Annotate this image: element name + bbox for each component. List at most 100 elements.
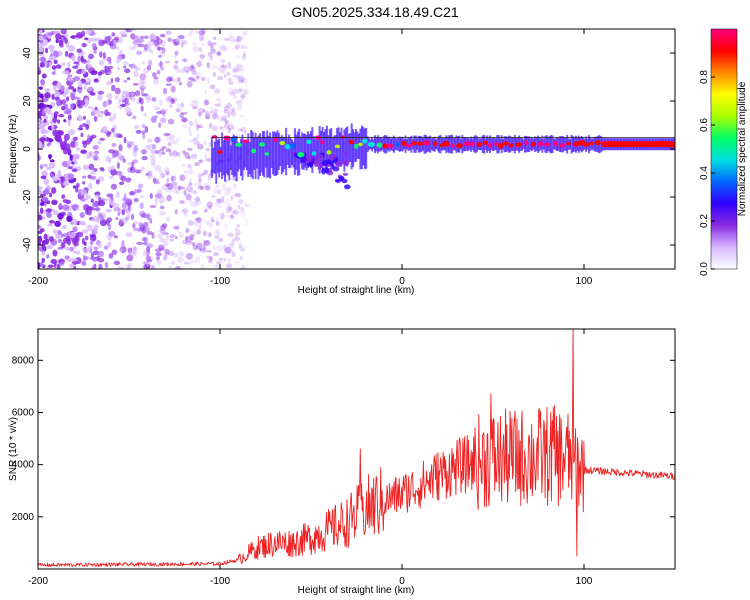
noise-point: [189, 121, 193, 127]
noise-point: [60, 233, 64, 238]
noise-point: [106, 208, 111, 213]
noise-point: [224, 118, 228, 124]
noise-point: [192, 244, 199, 251]
colorbar-tick-label: 0.4: [699, 166, 710, 180]
noise-point: [182, 239, 188, 245]
noise-point: [165, 30, 172, 35]
noise-point: [221, 196, 225, 203]
signal-blob: [582, 142, 590, 147]
noise-point: [200, 247, 207, 252]
noise-point: [159, 60, 163, 68]
noise-point: [97, 90, 104, 95]
noise-point: [204, 186, 211, 190]
noise-point: [170, 175, 174, 183]
noise-point: [231, 251, 236, 258]
noise-point: [162, 112, 166, 117]
noise-point: [153, 78, 159, 85]
noise-point: [40, 56, 47, 63]
noise-point: [139, 222, 144, 227]
noise-point: [193, 220, 198, 228]
signal-band-segment: [330, 128, 333, 170]
noise-point: [172, 175, 177, 182]
noise-point: [88, 163, 95, 171]
signal-band-segment: [256, 138, 259, 169]
noise-point: [90, 170, 96, 175]
noise-point: [153, 181, 161, 185]
noise-point: [98, 200, 106, 207]
noise-point: [188, 65, 196, 72]
signal-band-segment: [240, 138, 243, 177]
snr-x-tick-label: 0: [399, 576, 405, 587]
noise-point: [117, 36, 123, 44]
noise-point: [207, 173, 212, 181]
noise-point: [234, 227, 239, 232]
noise-point: [194, 118, 198, 126]
noise-point: [229, 91, 236, 97]
signal-band-segment: [272, 131, 275, 175]
noise-point: [168, 151, 173, 157]
noise-point: [137, 38, 145, 43]
noise-point: [78, 100, 86, 106]
noise-point: [51, 93, 55, 100]
signal-blob: [334, 144, 341, 149]
signal-blob: [417, 141, 424, 146]
noise-point: [232, 46, 239, 51]
noise-point: [52, 176, 58, 182]
noise-point: [169, 104, 173, 108]
noise-point: [110, 168, 117, 176]
noise-point: [187, 147, 193, 151]
noise-point: [106, 111, 112, 116]
noise-point: [87, 134, 91, 142]
snr-y-tick-label: 2000: [12, 512, 35, 523]
noise-point: [238, 245, 245, 252]
signal-blob: [242, 139, 250, 144]
noise-point: [135, 66, 141, 72]
noise-point: [77, 127, 84, 131]
noise-point: [161, 184, 168, 191]
noise-point: [114, 76, 120, 83]
noise-point: [162, 232, 169, 236]
noise-point: [183, 190, 187, 196]
signal-blob: [565, 141, 572, 146]
noise-point: [190, 29, 194, 34]
signal-band-segment: [229, 145, 232, 170]
noise-point: [46, 244, 53, 250]
spectrogram-y-ticks: -40 -20 0 20 40: [22, 47, 675, 252]
noise-point: [241, 77, 248, 85]
noise-point: [93, 224, 99, 230]
noise-point: [109, 205, 113, 209]
signal-band-segment: [311, 127, 314, 173]
noise-point: [142, 132, 146, 140]
noise-point: [212, 245, 216, 252]
signal-band-segment: [224, 135, 227, 182]
noise-point: [125, 232, 133, 238]
noise-point: [169, 238, 174, 242]
noise-point: [231, 240, 235, 247]
noise-point: [62, 98, 67, 106]
noise-point: [212, 264, 218, 268]
signal-band-segment: [375, 136, 378, 152]
noise-point: [214, 229, 221, 236]
noise-point: [235, 64, 243, 69]
noise-point: [67, 61, 71, 69]
noise-point: [212, 64, 219, 70]
noise-point: [210, 106, 215, 113]
noise-point: [117, 66, 121, 71]
noise-point: [164, 183, 171, 187]
noise-point: [227, 264, 233, 268]
noise-point: [104, 261, 109, 269]
spectrogram-y-tick-label: 40: [22, 47, 33, 59]
noise-point: [158, 244, 165, 251]
noise-point: [224, 187, 231, 195]
noise-point: [177, 106, 182, 114]
colorbar-tick-label: 0.6: [699, 118, 710, 132]
noise-point: [38, 196, 41, 202]
noise-point: [108, 60, 112, 65]
noise-point: [104, 65, 108, 73]
noise-point: [171, 183, 177, 189]
noise-point: [234, 76, 241, 81]
signal-blob: [401, 140, 407, 146]
noise-point: [237, 204, 241, 210]
noise-point: [223, 223, 229, 229]
noise-point: [216, 188, 221, 195]
